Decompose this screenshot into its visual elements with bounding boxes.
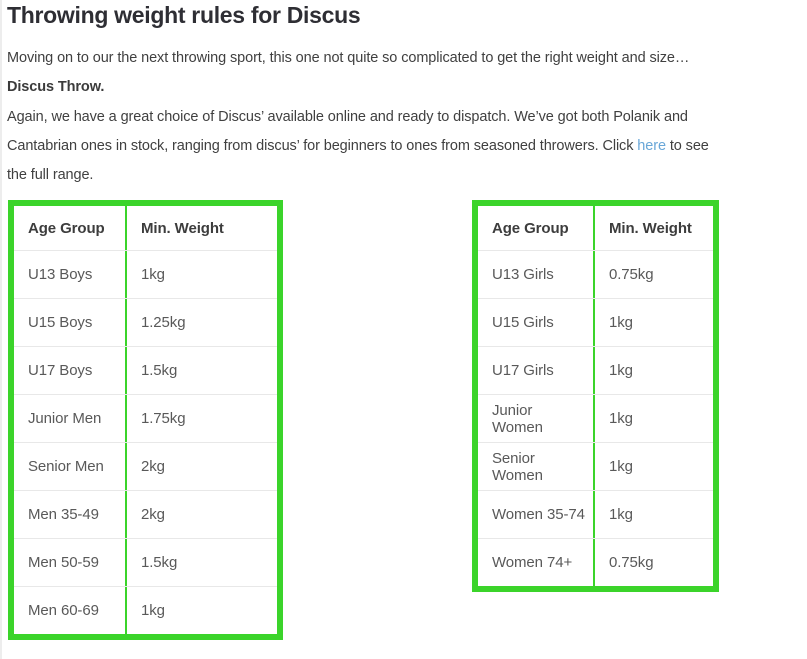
- table-cell: Men 60-69: [28, 602, 99, 619]
- table-cell: 1.75kg: [125, 395, 277, 442]
- table-row: U15 Boys 1.25kg: [14, 298, 277, 346]
- table-cell: 1.5kg: [125, 347, 277, 394]
- page-left-edge: [0, 0, 2, 659]
- table-cell: 1.25kg: [125, 299, 277, 346]
- table-cell: Senior Women: [492, 449, 543, 484]
- table-row: U15 Girls 1kg: [478, 298, 713, 346]
- table-cell: 1kg: [593, 443, 713, 490]
- shop-paragraph: Again, we have a great choice of Discus’…: [7, 103, 731, 190]
- table-cell: U13 Girls: [492, 266, 554, 283]
- table-row: Junior Women 1kg: [478, 394, 713, 442]
- table-cell: 1kg: [593, 491, 713, 538]
- table-cell: 2kg: [125, 443, 277, 490]
- table-cell: Senior Men: [28, 458, 104, 475]
- table-cell: U15 Boys: [28, 314, 93, 331]
- table-row: Men 50-59 1.5kg: [14, 538, 277, 586]
- table-cell: 0.75kg: [593, 251, 713, 298]
- table-cell: U15 Girls: [492, 314, 554, 331]
- table-row: Senior Men 2kg: [14, 442, 277, 490]
- table-cell: 1kg: [593, 299, 713, 346]
- full-range-link[interactable]: here: [637, 138, 666, 154]
- table-header-cell: Age Group: [492, 219, 569, 237]
- table-row: Men 35-49 2kg: [14, 490, 277, 538]
- table-cell: Women 74+: [492, 554, 573, 571]
- table-cell: 1kg: [593, 395, 713, 442]
- table-cell: U17 Girls: [492, 362, 554, 379]
- table-row: Women 74+ 0.75kg: [478, 538, 713, 586]
- intro-paragraph-text: Moving on to our the next throwing sport…: [7, 50, 690, 66]
- table-cell: Junior Women: [492, 401, 543, 436]
- table-row: Junior Men 1.75kg: [14, 394, 277, 442]
- table-cell: Men 35-49: [28, 506, 99, 523]
- table-cell: U17 Boys: [28, 362, 93, 379]
- table-row: Men 60-69 1kg: [14, 586, 277, 634]
- table-header-cell: Min. Weight: [593, 206, 713, 250]
- table-cell: 1kg: [593, 347, 713, 394]
- table-row: Women 35-74 1kg: [478, 490, 713, 538]
- women-discus-weight-table: Age Group Min. Weight U13 Girls 0.75kg U15 G…: [472, 200, 719, 592]
- shop-paragraph-text-before: Again, we have a great choice of Discus’…: [7, 109, 688, 154]
- table-cell: Junior Men: [28, 410, 102, 427]
- table-cell: 0.75kg: [593, 539, 713, 586]
- page-title: Throwing weight rules for Discus: [7, 2, 361, 28]
- intro-paragraph: Moving on to our the next throwing sport…: [7, 44, 719, 102]
- table-header-row: Age Group Min. Weight: [14, 206, 277, 250]
- table-row: U13 Girls 0.75kg: [478, 250, 713, 298]
- table-header-cell: Age Group: [28, 219, 105, 237]
- table-cell: 2kg: [125, 491, 277, 538]
- men-discus-weight-table: Age Group Min. Weight U13 Boys 1kg U15 Boys 1…: [8, 200, 283, 640]
- table-cell: Women 35-74: [492, 506, 585, 523]
- shop-paragraph-text-after: to see the full range.: [7, 138, 709, 183]
- table-row: U17 Boys 1.5kg: [14, 346, 277, 394]
- table-cell: U13 Boys: [28, 266, 93, 283]
- table-cell: 1kg: [125, 251, 277, 298]
- table-row: U17 Girls 1kg: [478, 346, 713, 394]
- table-header-row: Age Group Min. Weight: [478, 206, 713, 250]
- table-row: Senior Women 1kg: [478, 442, 713, 490]
- table-header-cell: Min. Weight: [125, 206, 277, 250]
- table-cell: Men 50-59: [28, 554, 99, 571]
- table-cell: 1.5kg: [125, 539, 277, 586]
- intro-paragraph-bold: Discus Throw.: [7, 79, 105, 95]
- table-cell: 1kg: [125, 587, 277, 634]
- table-row: U13 Boys 1kg: [14, 250, 277, 298]
